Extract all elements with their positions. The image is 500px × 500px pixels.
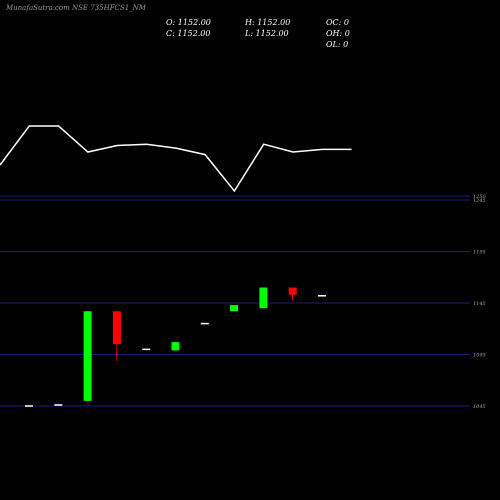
ol-value: OL: 0 <box>326 40 349 49</box>
candle-body-9 <box>288 287 297 295</box>
price-tick-1045: 1045 <box>473 404 486 410</box>
candle-body-0 <box>25 405 33 407</box>
candle-body-5 <box>171 342 180 351</box>
candle-body-2 <box>83 311 92 401</box>
ohlc-high-low: H: 1152.00 L: 1152.00 <box>245 17 290 39</box>
price-tick-1095: 1095 <box>473 353 486 359</box>
candle-body-3 <box>112 311 121 345</box>
candle-body-7 <box>230 305 239 312</box>
candle-body-4 <box>142 348 151 351</box>
chart-title: MunafaSutra.com NSE 735HFCS1_NM <box>6 4 146 12</box>
oc-value: OC: 0 <box>326 18 350 27</box>
volume-line <box>0 125 352 193</box>
ohlc-open-close: O: 1152.00 C: 1152.00 <box>166 17 211 39</box>
price-tick-1250: 1250 <box>473 194 487 200</box>
open-value: O: 1152.00 <box>166 18 211 27</box>
candle-body-1 <box>54 404 63 406</box>
close-value: C: 1152.00 <box>166 29 211 38</box>
candle-body-6 <box>200 322 209 325</box>
high-value: H: 1152.00 <box>245 18 291 27</box>
price-tick-1195: 1195 <box>473 250 486 256</box>
low-value: L: 1152.00 <box>245 29 289 38</box>
ohlc-diffs: OC: 0 OH: 0 OL: 0 <box>326 17 350 50</box>
price-tick-1145: 1145 <box>473 301 486 307</box>
candle-body-8 <box>259 287 268 309</box>
price-tick-1245: 1245 <box>473 198 486 204</box>
oh-value: OH: 0 <box>326 29 350 38</box>
candle-body-10 <box>318 295 326 297</box>
